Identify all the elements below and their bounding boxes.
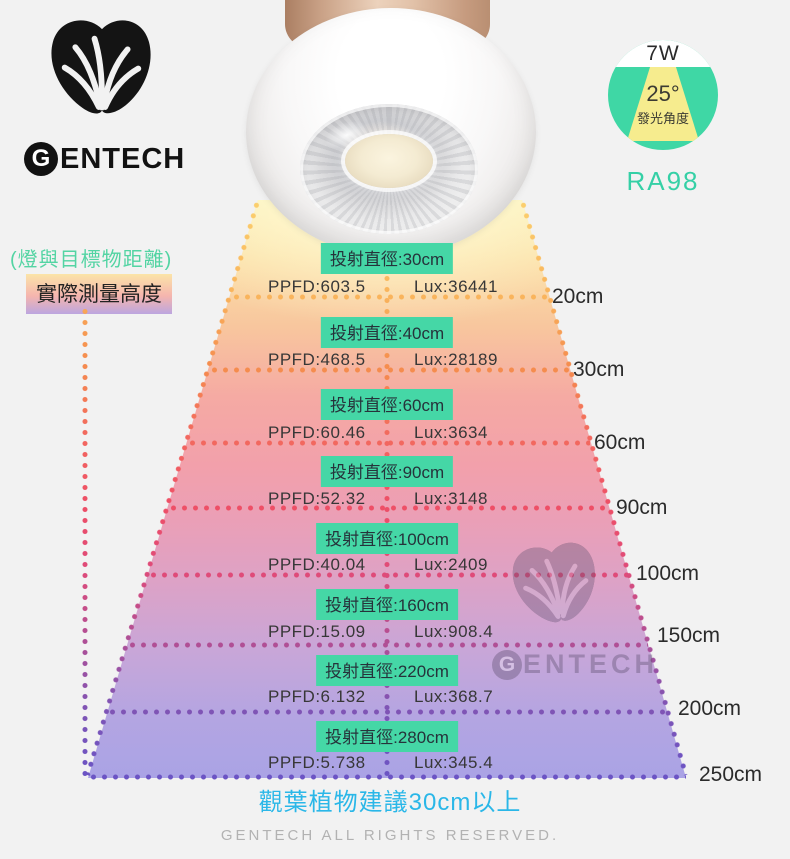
height-distance-label: 150cm — [657, 624, 721, 647]
ppfd-value: PPFD:5.738 — [268, 753, 366, 772]
projection-diameter-badge: 投射直徑:30cm — [320, 243, 454, 274]
beam-angle-badge: 7W 25° 發光角度 RA98 — [608, 40, 718, 197]
watermark-wordmark: G ENTECH — [492, 649, 710, 680]
lux-value: Lux:36441 — [414, 277, 498, 296]
ppfd-value: PPFD:6.132 — [268, 687, 366, 706]
logo-g-icon: G — [24, 142, 58, 176]
projection-diameter-badge: 投射直徑:60cm — [320, 389, 454, 420]
beam-trapezoid-icon: 25° 發光角度 — [627, 67, 699, 141]
plant-recommendation-text: 觀葉植物建議30cm以上 — [258, 789, 522, 816]
height-distance-label: 250cm — [699, 763, 763, 786]
ppfd-value: PPFD:468.5 — [268, 350, 366, 369]
watermark-leaf-icon — [495, 531, 618, 649]
height-distance-label: 20cm — [552, 285, 604, 308]
projection-diameter-badge: 投射直徑:90cm — [320, 456, 454, 487]
ppfd-value: PPFD:603.5 — [268, 277, 366, 296]
ppfd-value: PPFD:52.32 — [268, 489, 366, 508]
projection-diameter-badge: 投射直徑:220cm — [316, 655, 458, 686]
watermark-g-icon: G — [492, 649, 522, 680]
ppfd-value: PPFD:60.46 — [268, 423, 366, 442]
beam-angle-circle: 7W 25° 發光角度 — [608, 40, 718, 150]
projection-diameter-badge: 投射直徑:40cm — [320, 317, 454, 348]
ppfd-value: PPFD:40.04 — [268, 555, 366, 574]
logo-text: ENTECH — [60, 142, 186, 175]
projection-diameter-badge: 投射直徑:100cm — [316, 523, 458, 554]
lux-value: Lux:2409 — [414, 555, 488, 574]
height-distance-label: 60cm — [594, 431, 646, 454]
measured-height-chip: 實際測量高度 — [26, 274, 172, 314]
wattage-label: 7W — [646, 41, 680, 65]
height-distance-label: 30cm — [573, 358, 625, 381]
beam-angle-caption: 發光角度 — [636, 111, 689, 127]
lux-value: Lux:28189 — [414, 350, 498, 369]
height-distance-label: 90cm — [616, 496, 668, 519]
height-distance-label: 200cm — [678, 697, 742, 720]
led-bulb-photo — [240, 0, 540, 258]
projection-diameter-badge: 投射直徑:160cm — [316, 589, 458, 620]
lux-value: Lux:3148 — [414, 489, 488, 508]
beam-angle-value: 25° — [646, 80, 680, 106]
height-ruler-dotted-line — [82, 306, 88, 776]
brand-wordmark: G ENTECH — [24, 142, 188, 176]
row-dotted-line — [88, 774, 686, 780]
center-axis-dotted-line — [384, 240, 390, 777]
distance-note-label: (燈與目標物距離) — [10, 249, 173, 271]
lux-value: Lux:908.4 — [414, 622, 494, 641]
bulb-lens — [300, 104, 478, 234]
watermark: G ENTECH — [480, 538, 710, 680]
watermark-text: ENTECH — [523, 649, 659, 679]
lux-value: Lux:345.4 — [414, 753, 494, 772]
copyright-text: GENTECH ALL RIGHTS RESERVED. — [220, 827, 560, 844]
brand-logo: G ENTECH — [24, 12, 188, 176]
cri-label: RA98 — [626, 166, 700, 196]
monstera-leaf-icon — [51, 20, 151, 114]
height-distance-label: 100cm — [636, 562, 700, 585]
lux-value: Lux:368.7 — [414, 687, 494, 706]
lux-value: Lux:3634 — [414, 423, 488, 442]
ppfd-value: PPFD:15.09 — [268, 622, 366, 641]
beam-chord: 7W — [608, 40, 718, 67]
projection-diameter-badge: 投射直徑:280cm — [316, 721, 458, 752]
